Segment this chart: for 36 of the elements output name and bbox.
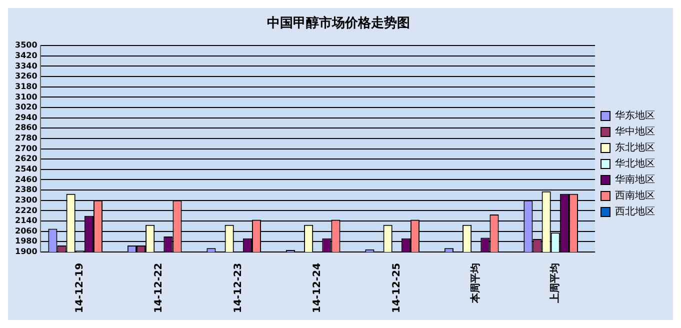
x-tick-label: 上周平均 xyxy=(548,262,561,304)
x-tick-label: 14-12-23 xyxy=(232,262,244,314)
legend-label: 西北地区 xyxy=(615,206,655,218)
y-tick-label: 1900 xyxy=(15,247,38,256)
y-tick-label: 2860 xyxy=(15,123,38,132)
y-tick-label: 1980 xyxy=(15,236,38,246)
y-tick-label: 3340 xyxy=(15,61,38,70)
y-tick-label: 3180 xyxy=(15,82,38,91)
y-tick-label: 2380 xyxy=(15,185,38,194)
chart-title: 中国甲醇市场价格走势图 xyxy=(267,15,410,32)
y-tick-label: 2620 xyxy=(15,154,38,164)
legend-label: 华东地区 xyxy=(615,110,655,122)
y-tick-label: 3020 xyxy=(15,102,38,112)
y-tick-label: 2460 xyxy=(15,174,38,184)
x-tick-label: 14-12-22 xyxy=(154,262,165,314)
y-tick-label: 2060 xyxy=(15,226,38,236)
y-tick-label: 2700 xyxy=(15,144,38,153)
y-tick-label: 3500 xyxy=(15,40,38,50)
x-tick-label: 14-12-19 xyxy=(74,262,86,314)
y-tick-label: 3420 xyxy=(15,50,38,60)
x-tick-label: 本周平均 xyxy=(470,262,482,304)
y-tick-label: 3260 xyxy=(15,72,38,81)
legend-label: 西南地区 xyxy=(615,190,655,202)
y-tick-label: 2140 xyxy=(15,216,38,226)
y-tick-label: 2300 xyxy=(15,195,38,204)
y-tick-label: 2780 xyxy=(15,134,38,143)
legend-label: 华中地区 xyxy=(615,126,655,138)
y-tick-label: 2540 xyxy=(15,164,38,174)
y-tick-label: 2940 xyxy=(15,112,38,122)
legend-label: 华南地区 xyxy=(615,174,655,186)
y-tick-label: 3100 xyxy=(15,92,38,102)
y-tick-label: 2220 xyxy=(15,206,38,215)
legend-label: 东北地区 xyxy=(615,142,655,154)
x-tick-label: 14-12-25 xyxy=(391,262,402,314)
x-tick-label: 14-12-24 xyxy=(312,262,324,314)
legend-label: 华北地区 xyxy=(615,158,655,170)
